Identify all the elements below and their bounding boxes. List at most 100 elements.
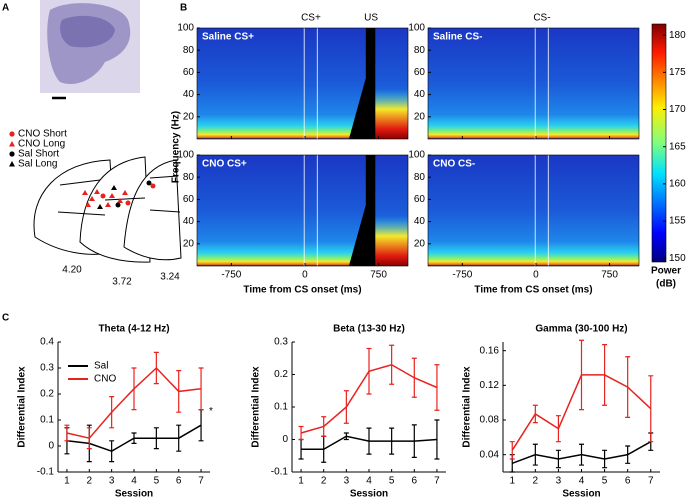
y-tick-label: 80 xyxy=(414,45,426,56)
error-bar xyxy=(389,427,395,455)
legend-marker xyxy=(9,151,15,157)
chart-title: Gamma (30-100 Hz) xyxy=(535,324,627,335)
event-label: US xyxy=(364,13,378,24)
marker xyxy=(115,202,121,208)
significance: * xyxy=(209,406,213,417)
error-bar xyxy=(198,367,204,411)
error-bar xyxy=(579,339,584,411)
x-tick-label: 6 xyxy=(625,476,631,487)
x-tick-label: 750 xyxy=(601,270,618,281)
x-axis-label: Time from CS onset (ms) xyxy=(243,285,361,296)
error-bar xyxy=(321,416,327,437)
error-bar xyxy=(411,424,417,458)
x-tick-label: 4 xyxy=(131,476,137,487)
legend-label: Sal xyxy=(94,361,108,372)
x-tick-label: -750 xyxy=(221,270,241,281)
us-artifact xyxy=(348,28,376,139)
error-bar xyxy=(579,443,584,466)
colorbar-tick-label: 170 xyxy=(669,104,686,115)
y-tick-label: 0 xyxy=(282,434,288,445)
tissue xyxy=(60,15,115,48)
error-bar xyxy=(109,440,115,463)
y-tick-label: 100 xyxy=(408,23,425,34)
error-bar xyxy=(532,443,538,466)
y-tick-label: 20 xyxy=(183,238,195,249)
error-bar xyxy=(625,356,631,418)
section-label: 4.20 xyxy=(62,265,82,276)
colorbar-label: (dB) xyxy=(656,279,676,290)
y-tick-label: 0.1 xyxy=(40,415,54,426)
error-bar xyxy=(176,370,182,413)
y-tick-label: 0 xyxy=(48,441,54,452)
x-axis-label: Session xyxy=(562,489,600,498)
section-label: 3.72 xyxy=(112,277,132,288)
error-bar xyxy=(602,449,608,469)
error-bar xyxy=(153,351,159,385)
y-axis-label: Differential Index xyxy=(17,366,28,448)
y-tick-label: 0.2 xyxy=(274,369,288,380)
error-bar xyxy=(109,396,115,429)
site-markers xyxy=(97,180,152,209)
error-bar xyxy=(131,367,137,411)
y-tick-label: 0.04 xyxy=(480,449,500,460)
x-tick-label: 1 xyxy=(509,476,515,487)
x-axis-label: Session xyxy=(350,489,388,498)
frame xyxy=(196,154,409,267)
x-tick-label: 3 xyxy=(109,476,115,487)
y-axis-label: Frequency (Hz) xyxy=(171,111,182,183)
x-tick-label: 2 xyxy=(87,476,93,487)
colorbar-tick-label: 175 xyxy=(669,67,686,78)
us-artifact xyxy=(348,155,376,266)
marker xyxy=(97,185,117,209)
error-bar xyxy=(343,432,349,441)
x-tick-label: 7 xyxy=(198,476,204,487)
legend-marker xyxy=(9,141,15,147)
colorbar-tick-label: 150 xyxy=(669,253,686,264)
y-tick-label: 0.12 xyxy=(480,380,500,391)
y-tick-label: 60 xyxy=(183,194,195,205)
colorbar-tick-label: 155 xyxy=(669,216,686,227)
y-tick-label: 0.3 xyxy=(40,363,54,374)
colorbar-tick-label: 180 xyxy=(669,30,686,41)
y-tick-label: 0.08 xyxy=(480,415,500,426)
x-tick-label: 0 xyxy=(533,270,539,281)
error-bar xyxy=(602,344,608,406)
x-tick-label: 0 xyxy=(302,270,308,281)
x-tick-label: 750 xyxy=(370,270,387,281)
spectrogram xyxy=(428,28,639,139)
colorbar-tick-label: 165 xyxy=(669,141,686,152)
y-tick-label: 40 xyxy=(183,216,195,227)
y-tick-label: 20 xyxy=(414,238,426,249)
frame xyxy=(427,154,640,267)
x-tick-label: -750 xyxy=(452,270,472,281)
y-tick-label: 80 xyxy=(414,172,426,183)
y-tick-label: 60 xyxy=(183,67,195,78)
error-bar xyxy=(366,347,372,395)
us-response xyxy=(372,89,408,139)
error-bar xyxy=(555,449,561,469)
y-axis-label: Differential Index xyxy=(462,366,473,448)
y-tick-label: 80 xyxy=(183,45,195,56)
x-tick-label: 5 xyxy=(154,476,160,487)
site-markers xyxy=(82,183,156,207)
marker xyxy=(125,200,131,206)
legend-label: CNO xyxy=(94,374,116,385)
y-tick-label: 20 xyxy=(414,111,426,122)
error-bar xyxy=(131,432,137,444)
error-bar xyxy=(389,344,395,385)
x-tick-label: 3 xyxy=(556,476,562,487)
section-label: 3.24 xyxy=(160,272,180,283)
x-tick-label: 4 xyxy=(579,476,585,487)
x-tick-label: 1 xyxy=(298,476,304,487)
legend-label: Sal Long xyxy=(18,159,57,170)
error-bar xyxy=(153,427,159,450)
y-tick-label: 100 xyxy=(408,150,425,161)
x-tick-label: 1 xyxy=(64,476,70,487)
error-bar xyxy=(86,427,92,450)
y-tick-label: 40 xyxy=(414,216,426,227)
panel-title: Saline CS- xyxy=(433,32,482,43)
marker xyxy=(150,183,156,189)
y-tick-label: 80 xyxy=(183,172,195,183)
legend-marker xyxy=(9,131,15,137)
